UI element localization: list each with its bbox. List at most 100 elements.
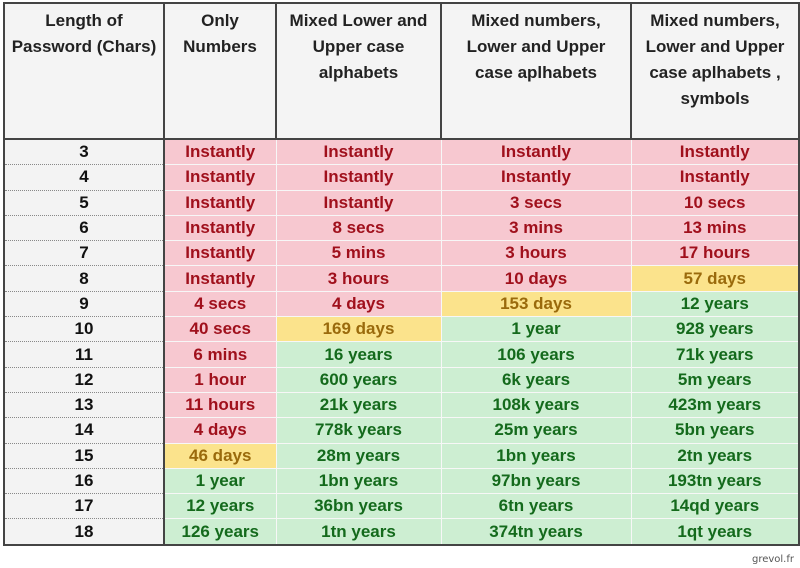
crack-time-cell: 106 years [440, 341, 632, 368]
crack-time-cell: 6tn years [440, 493, 632, 520]
length-cell: 11 [3, 341, 165, 368]
crack-time-cell: 1qt years [630, 518, 800, 546]
crack-time-cell: 108k years [440, 391, 632, 419]
table-row: 17 12 years 36bn years 6tn years 14qd years [3, 493, 800, 520]
length-cell: 3 [3, 138, 165, 166]
crack-time-cell: 10 secs [630, 189, 800, 216]
table-row: 3 Instantly Instantly Instantly Instantly [3, 138, 800, 166]
table-row: 5 Instantly Instantly 3 secs 10 secs [3, 189, 800, 216]
crack-time-cell: 28m years [275, 442, 442, 469]
crack-time-cell: 46 days [163, 442, 277, 469]
crack-time-cell: 374tn years [440, 518, 632, 546]
table-row: 11 6 mins 16 years 106 years 71k years [3, 341, 800, 368]
length-cell: 16 [3, 467, 165, 495]
length-cell: 15 [3, 442, 165, 469]
crack-time-cell: 6k years [440, 366, 632, 393]
crack-time-cell: Instantly [275, 164, 442, 191]
length-cell: 14 [3, 417, 165, 444]
crack-time-cell: 126 years [163, 518, 277, 546]
crack-time-cell: 5m years [630, 366, 800, 393]
length-cell: 4 [3, 164, 165, 191]
header-row: Length of Password (Chars) Only Numbers … [3, 2, 800, 140]
header-length: Length of Password (Chars) [3, 2, 165, 140]
crack-time-cell: 17 hours [630, 240, 800, 267]
crack-time-cell: 1 hour [163, 366, 277, 393]
length-cell: 9 [3, 290, 165, 318]
crack-time-cell: 600 years [275, 366, 442, 393]
crack-time-cell: Instantly [163, 240, 277, 267]
table-row: 16 1 year 1bn years 97bn years 193tn years [3, 467, 800, 495]
crack-time-cell: 1bn years [440, 442, 632, 469]
crack-time-cell: 13 mins [630, 214, 800, 242]
crack-time-cell: Instantly [440, 164, 632, 191]
crack-time-cell: 193tn years [630, 467, 800, 495]
crack-time-cell: 5bn years [630, 417, 800, 444]
crack-time-cell: 1tn years [275, 518, 442, 546]
length-cell: 7 [3, 240, 165, 267]
header-mixed-numbers-case-symbols: Mixed numbers, Lower and Upper case aplh… [630, 2, 800, 140]
crack-time-cell: 423m years [630, 391, 800, 419]
header-mixed-case: Mixed Lower and Upper case alphabets [275, 2, 442, 140]
crack-time-cell: Instantly [630, 138, 800, 166]
crack-time-cell: 8 secs [275, 214, 442, 242]
crack-time-cell: 40 secs [163, 316, 277, 343]
crack-time-cell: 169 days [275, 316, 442, 343]
table-row: 15 46 days 28m years 1bn years 2tn years [3, 442, 800, 469]
length-cell: 18 [3, 518, 165, 546]
crack-time-cell: 6 mins [163, 341, 277, 368]
crack-time-cell: Instantly [275, 138, 442, 166]
header-only-numbers: Only Numbers [163, 2, 277, 140]
table-row: 4 Instantly Instantly Instantly Instantly [3, 164, 800, 191]
crack-time-cell: 11 hours [163, 391, 277, 419]
table-row: 7 Instantly 5 mins 3 hours 17 hours [3, 240, 800, 267]
crack-time-cell: 36bn years [275, 493, 442, 520]
crack-time-cell: 12 years [163, 493, 277, 520]
table-row: 8 Instantly 3 hours 10 days 57 days [3, 265, 800, 292]
crack-time-cell: 3 mins [440, 214, 632, 242]
crack-time-cell: 4 days [275, 290, 442, 318]
table-row: 6 Instantly 8 secs 3 mins 13 mins [3, 214, 800, 242]
length-cell: 12 [3, 366, 165, 393]
crack-time-cell: 21k years [275, 391, 442, 419]
table-body: 3 Instantly Instantly Instantly Instantly 4 In… [3, 138, 800, 546]
crack-time-cell: 4 days [163, 417, 277, 444]
crack-time-cell: Instantly [275, 189, 442, 216]
length-cell: 5 [3, 189, 165, 216]
crack-time-cell: 1 year [440, 316, 632, 343]
crack-time-cell: 97bn years [440, 467, 632, 495]
table-row: 12 1 hour 600 years 6k years 5m years [3, 366, 800, 393]
length-cell: 6 [3, 214, 165, 242]
crack-time-cell: 2tn years [630, 442, 800, 469]
password-crack-time-table: Length of Password (Chars) Only Numbers … [3, 2, 800, 546]
header-mixed-numbers-case: Mixed numbers, Lower and Upper case aplh… [440, 2, 632, 140]
length-cell: 17 [3, 493, 165, 520]
crack-time-cell: 16 years [275, 341, 442, 368]
crack-time-cell: Instantly [630, 164, 800, 191]
crack-time-cell: 4 secs [163, 290, 277, 318]
crack-time-cell: Instantly [163, 138, 277, 166]
crack-time-cell: 14qd years [630, 493, 800, 520]
crack-time-cell: 12 years [630, 290, 800, 318]
crack-time-cell: 71k years [630, 341, 800, 368]
crack-time-cell: 778k years [275, 417, 442, 444]
crack-time-cell: Instantly [440, 138, 632, 166]
crack-time-cell: 5 mins [275, 240, 442, 267]
table-row: 13 11 hours 21k years 108k years 423m years [3, 391, 800, 419]
crack-time-cell: Instantly [163, 164, 277, 191]
crack-time-cell: 1 year [163, 467, 277, 495]
table-row: 14 4 days 778k years 25m years 5bn years [3, 417, 800, 444]
table-row: 10 40 secs 169 days 1 year 928 years [3, 316, 800, 343]
crack-time-cell: 25m years [440, 417, 632, 444]
length-cell: 8 [3, 265, 165, 292]
watermark: grevol.fr [751, 554, 794, 565]
crack-time-cell: 10 days [440, 265, 632, 292]
crack-time-cell: 3 secs [440, 189, 632, 216]
crack-time-cell: 3 hours [275, 265, 442, 292]
crack-time-cell: 3 hours [440, 240, 632, 267]
crack-time-cell: 153 days [440, 290, 632, 318]
length-cell: 13 [3, 391, 165, 419]
crack-time-cell: Instantly [163, 265, 277, 292]
length-cell: 10 [3, 316, 165, 343]
table-row: 18 126 years 1tn years 374tn years 1qt years [3, 518, 800, 546]
